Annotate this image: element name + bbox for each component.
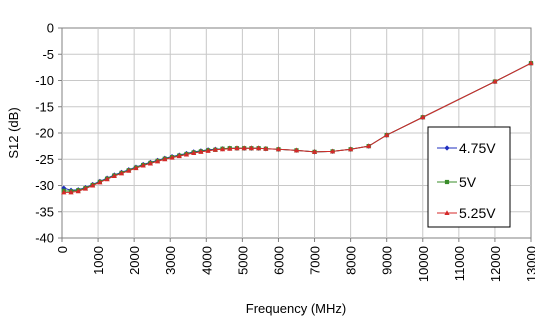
data-point	[104, 176, 110, 182]
data-point	[111, 173, 117, 179]
data-point	[75, 188, 81, 194]
y-tick-label: -10	[35, 73, 54, 88]
legend-item: 5.25V	[437, 205, 496, 221]
data-point	[492, 78, 498, 84]
data-point	[191, 150, 197, 155]
legend-box	[427, 126, 511, 228]
x-tick-label: 9000	[380, 246, 395, 275]
data-point	[118, 170, 125, 176]
x-tick-label: 5000	[235, 246, 250, 275]
data-point	[384, 132, 390, 138]
legend-item: 4.75V	[437, 140, 496, 156]
x-tick-label: 2000	[127, 246, 142, 275]
data-point	[155, 158, 161, 164]
data-point	[205, 148, 211, 153]
legend-label: 4.75V	[459, 140, 496, 156]
y-axis-title: S12 (dB)	[6, 107, 21, 158]
data-point	[97, 179, 103, 185]
legend: 4.75V 5V 5.25V	[427, 126, 511, 228]
data-point	[227, 145, 233, 151]
data-point	[183, 151, 190, 157]
data-point	[176, 153, 182, 159]
data-point	[162, 156, 168, 162]
x-tick-label: 4000	[199, 246, 214, 275]
legend-item: 5V	[437, 174, 477, 190]
data-point	[275, 146, 282, 152]
x-tick-label: 0	[55, 246, 70, 253]
data-point	[90, 182, 96, 188]
data-point	[329, 148, 336, 154]
data-point	[420, 114, 426, 120]
legend-marker	[444, 145, 450, 151]
legend-marker	[444, 210, 450, 215]
data-point	[126, 168, 132, 173]
x-tick-label: 3000	[163, 246, 178, 275]
series-5.25V	[61, 60, 534, 195]
y-tick-label: -30	[35, 178, 54, 193]
legend-marker	[444, 179, 450, 185]
x-tick-label: 11000	[452, 246, 467, 281]
data-point	[68, 189, 74, 195]
data-point	[366, 143, 372, 149]
data-point	[311, 149, 318, 154]
x-tick-label: 6000	[271, 246, 286, 275]
y-tick-label: -15	[35, 99, 54, 114]
x-tick-label: 10000	[416, 246, 431, 282]
data-point	[82, 185, 89, 191]
data-point	[169, 154, 175, 160]
data-point	[248, 145, 255, 151]
legend-label: 5V	[459, 174, 477, 190]
x-tick-label: 1000	[91, 246, 106, 275]
data-point	[293, 147, 300, 153]
data-point	[147, 160, 153, 166]
y-tick-label: -35	[35, 204, 54, 219]
data-point	[348, 146, 354, 152]
series-layer	[61, 60, 534, 195]
y-axis-ticks: 0 -5 -10 -15 -20 -25 -30 -35 -40	[35, 21, 62, 246]
x-axis-ticks: 0 1000 2000 3000 4000 5000 6000 7000 8000 9000 100…	[55, 238, 535, 282]
y-tick-label: -40	[35, 231, 54, 246]
data-point	[140, 162, 146, 168]
x-tick-label: 7000	[308, 246, 323, 275]
x-tick-label: 13000	[524, 246, 535, 282]
x-tick-label: 12000	[488, 246, 503, 282]
data-point	[212, 147, 218, 152]
data-point	[263, 145, 269, 151]
legend-items: 4.75V 5V 5.25V	[437, 140, 496, 221]
y-tick-label: 0	[47, 21, 54, 36]
data-point	[61, 189, 67, 195]
y-tick-label: -25	[35, 152, 54, 167]
y-tick-label: -20	[35, 126, 54, 141]
data-point	[241, 145, 247, 151]
y-tick-label: -5	[42, 47, 54, 62]
data-point	[219, 146, 226, 152]
data-point	[256, 145, 262, 151]
legend-label: 5.25V	[459, 205, 496, 221]
x-axis-title: Frequency (MHz)	[246, 301, 346, 316]
data-point	[198, 149, 204, 154]
data-point	[528, 60, 534, 66]
data-point	[133, 165, 139, 171]
data-point	[234, 145, 240, 151]
x-tick-label: 8000	[344, 246, 359, 275]
